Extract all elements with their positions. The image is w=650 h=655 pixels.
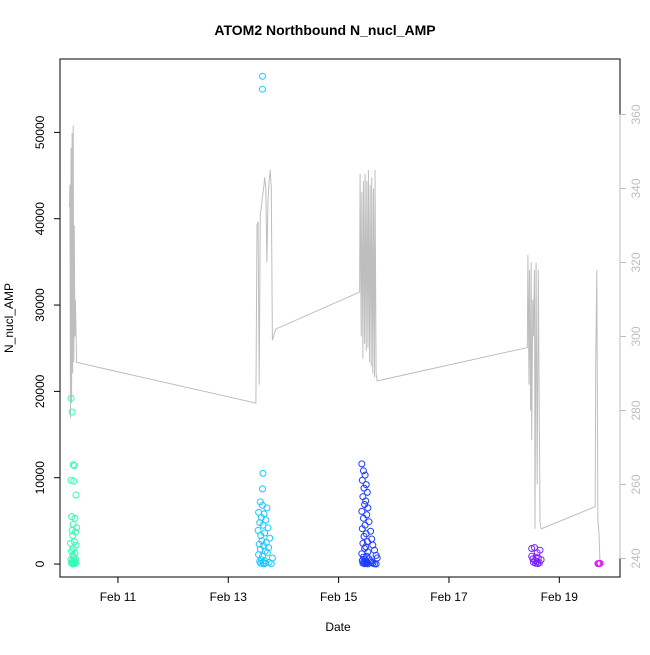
data-point bbox=[68, 547, 76, 555]
data-point bbox=[70, 538, 78, 546]
data-point bbox=[260, 560, 268, 568]
data-point bbox=[70, 477, 78, 485]
y-axis-label: N_nucl_AMP bbox=[2, 283, 16, 353]
y-tick-label: 10000 bbox=[33, 461, 47, 495]
x-axis-label: Date bbox=[325, 620, 351, 634]
data-point bbox=[365, 518, 373, 526]
data-point bbox=[257, 559, 265, 567]
data-point bbox=[69, 520, 77, 528]
data-point bbox=[262, 516, 270, 524]
y2-tick-label: 340 bbox=[629, 178, 643, 198]
data-point bbox=[359, 493, 367, 501]
data-point bbox=[259, 552, 266, 560]
data-point bbox=[68, 408, 76, 416]
data-point bbox=[536, 546, 544, 554]
data-point bbox=[358, 476, 366, 484]
data-point bbox=[257, 532, 265, 540]
y-tick-label: 50000 bbox=[33, 115, 47, 149]
x-tick-label: Feb 13 bbox=[210, 590, 248, 604]
data-point bbox=[255, 540, 263, 548]
y2-tick-label: 240 bbox=[629, 548, 643, 568]
data-point bbox=[259, 469, 267, 477]
data-point bbox=[361, 501, 369, 508]
data-point bbox=[68, 513, 76, 521]
y2-tick-label: 360 bbox=[629, 104, 643, 124]
y-axis: 0 10000 20000 30000 40000 50000 bbox=[33, 115, 61, 567]
data-point bbox=[361, 560, 369, 568]
y2-tick-label: 280 bbox=[629, 400, 643, 420]
data-point bbox=[263, 504, 271, 512]
data-point bbox=[360, 484, 368, 492]
y2-tick-label: 260 bbox=[629, 474, 643, 494]
data-point bbox=[361, 471, 369, 479]
data-point bbox=[358, 525, 366, 533]
data-point bbox=[68, 526, 76, 534]
data-point bbox=[69, 461, 77, 469]
data-point bbox=[69, 560, 77, 568]
data-point bbox=[596, 559, 604, 567]
chart-title: ATOM2 Northbound N_nucl_AMP bbox=[214, 22, 435, 38]
data-point bbox=[363, 511, 371, 519]
data-point bbox=[372, 560, 380, 568]
series-line bbox=[68, 125, 601, 566]
x-tick-label: Feb 19 bbox=[541, 590, 579, 604]
data-point bbox=[358, 460, 366, 468]
data-point bbox=[364, 560, 372, 568]
data-point bbox=[359, 467, 367, 475]
data-point bbox=[358, 507, 366, 515]
y-tick-label: 0 bbox=[33, 560, 47, 567]
x-axis: Feb 11 Feb 13 Feb 15 Feb 17 Feb 19 bbox=[100, 576, 579, 604]
y2-tick-label: 320 bbox=[629, 252, 643, 272]
point-layer bbox=[67, 72, 604, 568]
data-point bbox=[255, 551, 263, 559]
data-point bbox=[359, 514, 367, 522]
x-tick-label: Feb 15 bbox=[320, 590, 358, 604]
data-point bbox=[364, 548, 372, 556]
data-point bbox=[363, 488, 371, 496]
y2-tick-label: 300 bbox=[629, 326, 643, 346]
y-tick-label: 20000 bbox=[33, 374, 47, 408]
data-point bbox=[267, 560, 275, 568]
data-point bbox=[259, 85, 266, 93]
data-point bbox=[259, 72, 266, 80]
y-tick-label: 30000 bbox=[33, 288, 47, 322]
data-point bbox=[259, 485, 266, 493]
x-tick-label: Feb 17 bbox=[430, 590, 468, 604]
right-axis: 240 260 280 300 320 340 360 bbox=[619, 104, 643, 569]
data-point bbox=[364, 504, 372, 512]
data-point bbox=[360, 532, 368, 540]
data-point bbox=[263, 549, 271, 557]
data-point bbox=[264, 524, 272, 532]
data-point bbox=[534, 560, 542, 568]
line-layer bbox=[68, 125, 601, 566]
data-point bbox=[362, 497, 370, 505]
data-point bbox=[362, 481, 370, 489]
x-tick-label: Feb 11 bbox=[100, 590, 137, 604]
data-point bbox=[67, 394, 75, 402]
data-point bbox=[72, 491, 80, 499]
data-point bbox=[266, 534, 274, 542]
data-point bbox=[70, 462, 78, 470]
y-tick-label: 40000 bbox=[33, 202, 47, 236]
